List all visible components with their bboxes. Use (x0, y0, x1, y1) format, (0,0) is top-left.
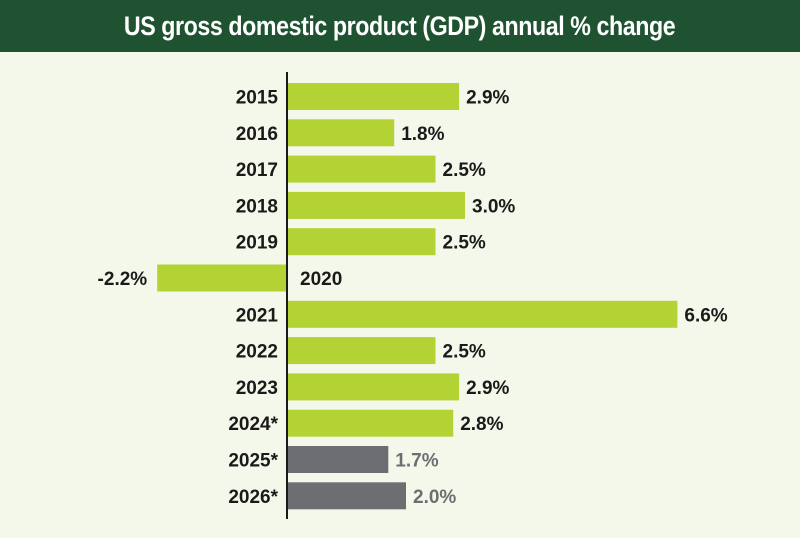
bar-2016 (288, 119, 395, 147)
bar-2015 (288, 83, 460, 110)
chart-title: US gross domestic product (GDP) annual %… (124, 10, 676, 41)
category-label: 2015 (236, 88, 279, 109)
data-label: 1.8% (401, 124, 444, 145)
data-label: 2.9% (466, 88, 509, 109)
bar-2023 (288, 373, 460, 401)
category-label: 2020 (300, 269, 342, 290)
bar-2018 (288, 191, 465, 219)
data-label: 6.6% (684, 305, 727, 326)
bar-2026 (288, 482, 406, 510)
category-label: 2024* (228, 414, 278, 435)
bar-2025 (288, 446, 389, 473)
bar-2019 (288, 228, 436, 256)
category-label: 2026* (228, 487, 278, 508)
data-label: 2.5% (443, 342, 486, 363)
category-label: 2022 (236, 342, 278, 363)
category-label: 2018 (236, 196, 278, 217)
data-label: 1.7% (395, 451, 438, 472)
data-label: 2.5% (443, 160, 486, 181)
bar-2022 (288, 337, 436, 365)
category-label: 2017 (236, 160, 278, 181)
bar-2017 (288, 155, 436, 183)
title-banner: US gross domestic product (GDP) annual %… (0, 0, 800, 52)
category-label: 2016 (236, 124, 278, 145)
data-label: 3.0% (472, 196, 515, 217)
category-label: 2021 (236, 305, 279, 326)
data-label: 2.5% (443, 233, 486, 254)
data-label: -2.2% (98, 269, 148, 290)
data-label: 2.0% (413, 487, 456, 508)
category-label: 2019 (236, 233, 278, 254)
category-label: 2023 (236, 378, 278, 399)
bar-2024 (288, 409, 454, 437)
data-label: 2.8% (460, 414, 503, 435)
data-label: 2.9% (466, 378, 509, 399)
category-label: 2025* (228, 451, 278, 472)
bar-2020 (157, 264, 287, 292)
bar-2021 (288, 300, 678, 328)
